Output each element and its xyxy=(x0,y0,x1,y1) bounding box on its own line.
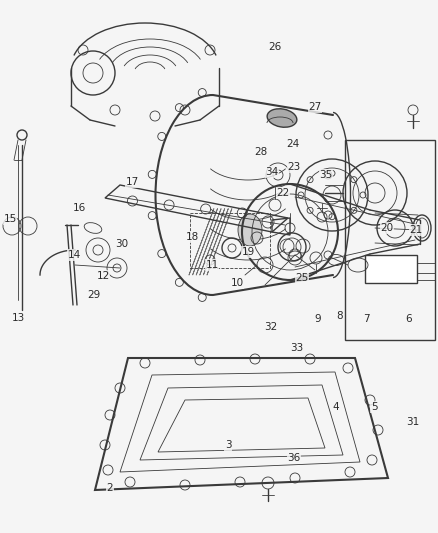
Text: 13: 13 xyxy=(11,313,25,323)
Text: 24: 24 xyxy=(286,139,300,149)
Text: 35: 35 xyxy=(319,170,332,180)
Text: 20: 20 xyxy=(381,223,394,233)
Text: 27: 27 xyxy=(308,102,321,112)
Text: 3: 3 xyxy=(225,440,231,450)
Text: 15: 15 xyxy=(4,214,17,224)
Text: 23: 23 xyxy=(287,162,300,172)
Text: 32: 32 xyxy=(265,322,278,332)
Text: 36: 36 xyxy=(287,453,300,463)
Text: 22: 22 xyxy=(276,188,290,198)
Text: 29: 29 xyxy=(87,290,101,300)
Text: 16: 16 xyxy=(72,203,85,213)
Text: 4: 4 xyxy=(333,402,339,412)
Text: 34: 34 xyxy=(265,167,279,177)
Text: 2: 2 xyxy=(107,483,113,493)
Text: 21: 21 xyxy=(410,225,423,235)
Ellipse shape xyxy=(238,214,262,246)
Text: 17: 17 xyxy=(125,177,138,187)
Text: 5: 5 xyxy=(371,402,377,412)
Text: 25: 25 xyxy=(295,273,309,283)
Text: 7: 7 xyxy=(363,314,369,324)
Text: 31: 31 xyxy=(406,417,420,427)
Text: 11: 11 xyxy=(205,260,219,270)
Ellipse shape xyxy=(267,109,297,127)
Text: 18: 18 xyxy=(185,232,198,242)
Text: 12: 12 xyxy=(96,271,110,281)
Text: 14: 14 xyxy=(67,250,81,260)
Text: 19: 19 xyxy=(241,247,254,257)
Text: 8: 8 xyxy=(337,311,343,321)
Text: 9: 9 xyxy=(314,314,321,324)
Text: 28: 28 xyxy=(254,147,268,157)
Text: 10: 10 xyxy=(230,278,244,288)
Text: 26: 26 xyxy=(268,42,282,52)
Text: 6: 6 xyxy=(406,314,412,324)
FancyBboxPatch shape xyxy=(365,255,417,283)
Text: 30: 30 xyxy=(116,239,129,249)
Bar xyxy=(190,213,270,268)
Text: 33: 33 xyxy=(290,343,304,353)
